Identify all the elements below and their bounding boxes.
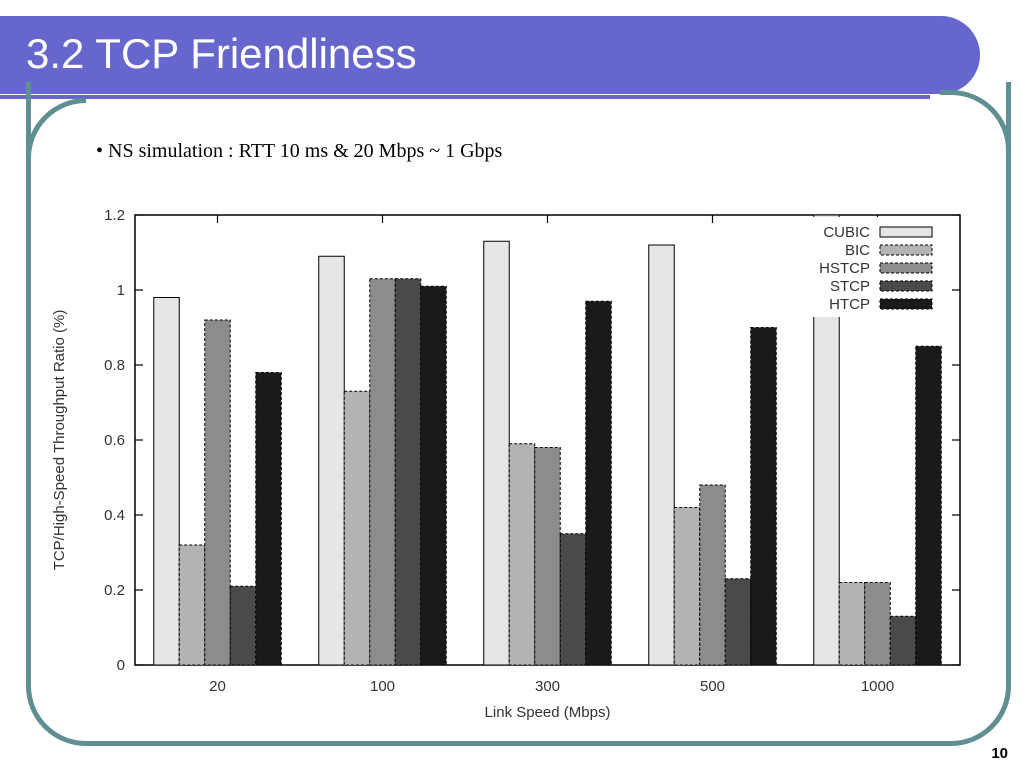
legend-label: HSTCP [819, 260, 870, 277]
bar-hstcp [864, 582, 891, 666]
content-frame [26, 82, 1011, 746]
bar-cubic [483, 240, 510, 666]
title-underline [0, 95, 930, 99]
x-tick-label: 20 [209, 678, 226, 695]
y-axis-label: TCP/High-Speed Throughput Ratio (%) [51, 310, 68, 571]
bar-hstcp [699, 484, 726, 666]
bar-htcp [420, 285, 447, 666]
legend-swatch-htcp [879, 298, 933, 310]
bar-bic [838, 582, 866, 666]
y-tick-label: 1.2 [104, 207, 125, 224]
slide-title: 3.2 TCP Friendliness [26, 30, 417, 77]
legend-label: CUBIC [823, 224, 870, 241]
bar-cubic [153, 297, 180, 666]
bar-stcp [724, 578, 752, 666]
bar-stcp [889, 615, 917, 666]
bullet-text: • NS simulation : RTT 10 ms & 20 Mbps ~ … [96, 140, 503, 162]
bar-cubic [318, 255, 345, 666]
y-tick-label: 0.6 [104, 432, 125, 449]
bar-stcp [229, 585, 257, 666]
legend-swatch-cubic [879, 226, 933, 238]
y-tick-label: 1 [117, 282, 125, 299]
x-tick-label: 500 [700, 678, 725, 695]
legend-swatch-hstcp [879, 262, 933, 274]
legend-label: BIC [845, 242, 870, 259]
bar-htcp [750, 327, 777, 666]
x-axis-label: Link Speed (Mbps) [485, 704, 611, 721]
bar-bic [178, 544, 206, 666]
y-tick-label: 0 [117, 657, 125, 674]
bar-bic [508, 443, 536, 666]
chart-container: 0 0.2 0.4 0.6 0.8 1 1.2 20 100 300 500 1000 Link Spe… [30, 195, 1000, 740]
bar-cubic [648, 244, 675, 666]
legend-label: HTCP [829, 296, 870, 313]
bar-stcp [394, 278, 422, 666]
x-tick-label: 300 [535, 678, 560, 695]
title-bar [0, 16, 980, 94]
x-tick-label: 1000 [861, 678, 894, 695]
bar-stcp [559, 533, 587, 666]
bar-hstcp [534, 447, 561, 666]
x-tick-label: 100 [370, 678, 395, 695]
legend-swatch-bic [879, 244, 933, 256]
slide-number: 10 [991, 745, 1008, 762]
y-tick-label: 0.2 [104, 582, 125, 599]
bar-hstcp [369, 278, 396, 666]
bar-bic [673, 507, 701, 666]
y-tick-label: 0.4 [104, 507, 125, 524]
bar-chart: 0 0.2 0.4 0.6 0.8 1 1.2 20 100 300 500 1000 Link Spe… [51, 207, 961, 721]
bar-htcp [915, 345, 942, 666]
bar-hstcp [204, 319, 231, 666]
bar-bic [343, 390, 371, 666]
legend-label: STCP [830, 278, 870, 295]
bar-htcp [255, 372, 282, 666]
y-tick-label: 0.8 [104, 357, 125, 374]
legend-swatch-stcp [879, 280, 933, 292]
bar-htcp [585, 300, 612, 666]
